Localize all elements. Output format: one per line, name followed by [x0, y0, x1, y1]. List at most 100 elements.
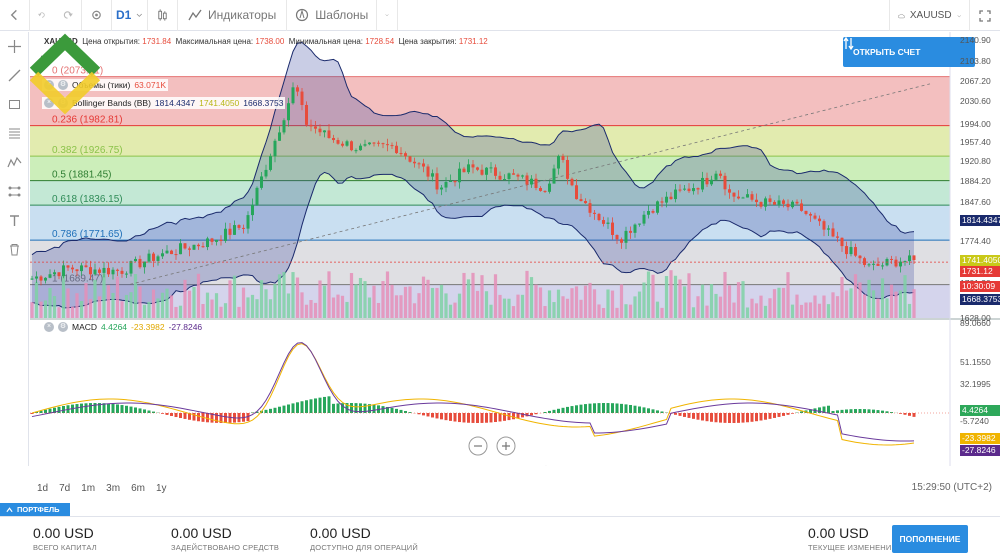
deposit-button[interactable]: ПОПОЛНЕНИЕ [892, 525, 968, 553]
candle-body [606, 222, 610, 224]
back-button[interactable] [0, 0, 30, 31]
fib-label: 0.382 (1926.75) [52, 145, 123, 156]
macd-histogram-bar [350, 403, 353, 413]
candle-body [561, 156, 565, 160]
candle-body [858, 255, 862, 259]
macd-histogram-bar [372, 404, 376, 413]
volume-bar [291, 272, 295, 318]
candle-body [143, 261, 146, 268]
candle-body [863, 258, 866, 265]
close-icon[interactable]: × [44, 322, 54, 332]
measure-tool[interactable] [0, 177, 29, 206]
macd-histogram-bar [705, 413, 709, 422]
portfolio-tab[interactable]: ПОРТФЕЛЬ [0, 503, 70, 516]
volume-bar [421, 276, 426, 318]
rectangle-tool[interactable] [0, 90, 29, 119]
candle-body [390, 145, 394, 147]
volume-bar [336, 294, 340, 318]
undo-button[interactable] [30, 0, 54, 31]
range-1y[interactable]: 1y [155, 482, 167, 494]
candle-body [710, 179, 713, 185]
candle-body [332, 137, 335, 141]
range-1d[interactable]: 1d [37, 482, 49, 494]
price-tag: 1814.4347 [960, 215, 1000, 226]
indicators-button[interactable]: Индикаторы [178, 0, 288, 31]
volume-bar [286, 293, 291, 318]
volume-bar [412, 303, 417, 318]
candle-body [669, 196, 673, 200]
candle-body [840, 237, 844, 247]
chevron-up-icon [6, 506, 13, 512]
fib-tool[interactable] [0, 119, 29, 148]
price-axis-label: 1774.40 [960, 236, 991, 246]
macd-axis-label: 32.1995 [960, 379, 991, 389]
volume-bar [718, 296, 723, 318]
pattern-tool[interactable] [0, 148, 29, 177]
range-6m[interactable]: 6m [131, 482, 145, 494]
candle-body [705, 177, 709, 185]
trendline-tool[interactable] [0, 61, 29, 90]
chart-area[interactable]: 0 (2073.41) 0.236 (1982.81) 0.382 (1926.75… [30, 32, 1000, 466]
volume-bar [192, 286, 196, 318]
open-account-button[interactable]: ОТКРЫТЬ СЧЕТ [843, 37, 975, 67]
crosshair-tool[interactable] [0, 32, 29, 61]
range-7d[interactable]: 7d [59, 482, 71, 494]
candle-body [192, 244, 196, 250]
volume-bar [453, 302, 457, 318]
time-axis-label: февр. [776, 465, 801, 466]
trash-icon [10, 244, 19, 256]
fullscreen-button[interactable] [969, 0, 1000, 31]
volume-bar [399, 295, 403, 318]
macd-histogram-bar [728, 413, 731, 423]
crosshair-icon [8, 40, 21, 53]
macd-histogram-bar [642, 407, 646, 413]
settings-button[interactable] [82, 0, 112, 31]
macd-histogram-bar [80, 403, 83, 413]
gear-icon[interactable]: ⚙ [58, 322, 68, 332]
candle-body [336, 140, 340, 144]
macd-histogram-bar [831, 410, 835, 413]
macd-histogram-bar [332, 403, 335, 413]
macd-histogram-bar [548, 410, 551, 413]
macd-histogram-bar [116, 404, 119, 413]
volume-bar [817, 303, 822, 318]
chart-canvas[interactable]: 0 (2073.41) 0.236 (1982.81) 0.382 (1926.75… [30, 32, 1000, 466]
templates-dropdown[interactable] [376, 0, 399, 31]
volume-bar [282, 271, 286, 318]
candle-body [512, 173, 515, 175]
price-axis-label: 1920.80 [960, 156, 991, 166]
macd-histogram-bar [453, 413, 457, 422]
fib-label: 0.236 (1982.81) [52, 115, 123, 126]
close-icon[interactable]: × [44, 98, 54, 108]
delete-tool[interactable] [0, 235, 29, 264]
template-icon [296, 8, 309, 22]
macd-legend[interactable]: × ⚙ MACD 4.4264 -23.3982 -27.8246 [42, 321, 205, 333]
symbol-value: XAUUSD [909, 10, 952, 21]
templates-button[interactable]: Шаблоны [287, 0, 376, 31]
time-axis-label: нояб. [527, 465, 550, 466]
candle-body [354, 150, 358, 152]
range-1m[interactable]: 1m [81, 482, 96, 494]
macd-histogram-bar [188, 413, 191, 420]
gear-icon[interactable]: ⚙ [58, 80, 68, 90]
volume-bar [30, 302, 34, 318]
candle-body [579, 199, 583, 202]
symbol-select[interactable]: XAUUSD [889, 0, 969, 31]
text-tool[interactable] [0, 206, 29, 235]
macd-histogram-bar [287, 404, 290, 413]
chart-type-button[interactable] [148, 0, 178, 31]
time-axis-label: 15 [901, 465, 911, 466]
volume-bar [237, 306, 241, 318]
redo-button[interactable] [54, 0, 82, 31]
candle-body [300, 91, 304, 105]
macd-histogram-bar [44, 409, 47, 413]
range-3m[interactable]: 3m [106, 482, 121, 494]
time-axis-label: окт. [445, 465, 460, 466]
macd-histogram-bar [818, 407, 821, 413]
candle-body [660, 201, 664, 203]
timeframe-select[interactable]: D1 [112, 0, 148, 31]
volume-bar [637, 291, 642, 318]
volume-bar [48, 287, 52, 318]
macd-histogram-bar [710, 413, 713, 422]
candle-body [588, 203, 592, 213]
